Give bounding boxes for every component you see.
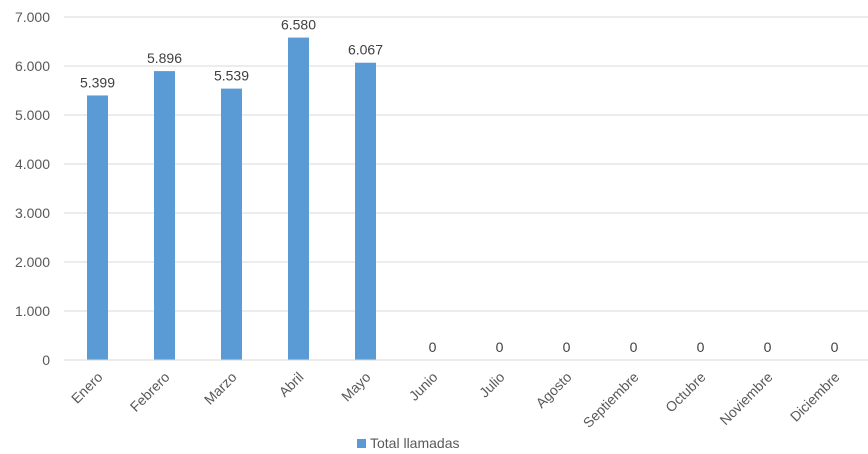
y-tick-label: 5.000 [15,107,50,123]
y-tick-label: 2.000 [15,254,50,270]
legend-swatch [357,439,366,448]
data-label: 0 [496,339,504,355]
y-axis-ticks: 0 1.000 2.000 3.000 4.000 5.000 6.000 7.000 [15,9,50,368]
y-tick-label: 4.000 [15,156,50,172]
data-label: 0 [764,339,772,355]
data-label: 0 [697,339,705,355]
data-label: 6.580 [281,17,316,33]
x-tick-label: Febrero [127,369,173,415]
x-tick-label: Septiembre [580,369,642,431]
legend: Total llamadas [357,435,460,451]
x-tick-label: Noviembre [716,369,775,428]
x-tick-label: Diciembre [787,369,843,425]
data-label: 0 [630,339,638,355]
y-tick-label: 7.000 [15,9,50,25]
x-tick-label: Mayo [338,369,374,405]
bar [355,62,376,360]
data-label: 0 [429,339,437,355]
bar [288,37,309,360]
bar [154,71,175,360]
x-tick-label: Abril [275,369,306,400]
legend-label: Total llamadas [370,435,460,451]
x-tick-label: Enero [68,369,106,407]
x-tick-label: Octubre [662,369,709,416]
bar [221,88,242,361]
x-tick-label: Julio [476,369,508,401]
data-label: 0 [831,339,839,355]
data-label: 5.399 [80,74,115,90]
x-tick-label: Agosto [532,369,574,411]
x-tick-label: Marzo [201,369,240,408]
y-tick-label: 6.000 [15,58,50,74]
x-axis-ticks: Enero Febrero Marzo Abril Mayo Junio Julio Agos… [68,369,843,431]
y-tick-label: 0 [42,352,50,368]
bar [87,95,108,360]
y-tick-label: 3.000 [15,205,50,221]
data-label: 5.896 [147,50,182,66]
data-label: 6.067 [348,42,383,58]
bars [64,37,868,361]
data-label: 0 [563,339,571,355]
x-tick-label: Junio [406,369,441,404]
gridlines [64,16,868,361]
data-label: 5.539 [214,68,249,84]
data-labels: 5.399 5.896 5.539 6.580 6.067 0 0 0 0 0 0 0 [80,17,839,355]
y-tick-label: 1.000 [15,303,50,319]
